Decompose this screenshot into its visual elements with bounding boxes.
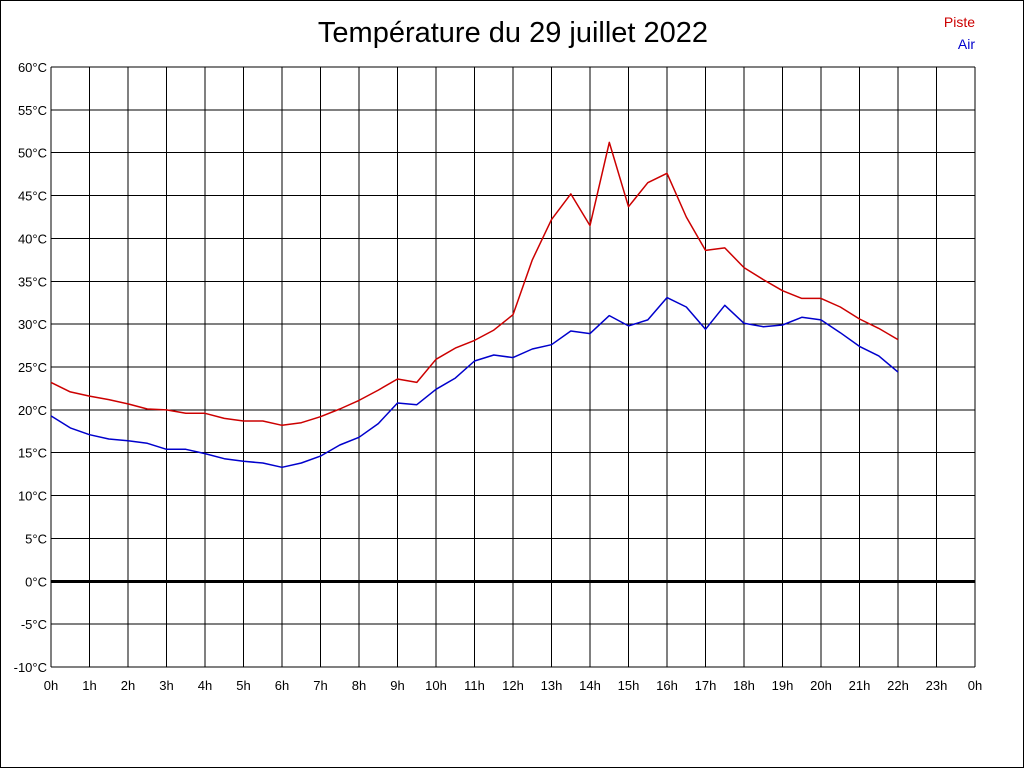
x-tick-label: 11h	[464, 678, 485, 693]
x-tick-label: 8h	[352, 678, 366, 693]
y-tick-label: -10°C	[14, 660, 47, 675]
series-line-piste	[50, 141, 899, 427]
y-tick-label: 5°C	[25, 531, 47, 546]
y-tick-label: 0°C	[25, 574, 47, 589]
x-tick-label: 19h	[772, 678, 794, 693]
chart-title: Température du 29 juillet 2022	[317, 17, 709, 49]
x-tick-label: 23h	[926, 678, 948, 693]
x-tick-label: 12h	[502, 678, 524, 693]
x-tick-label: 7h	[313, 678, 327, 693]
x-tick-label: 2h	[121, 678, 135, 693]
y-tick-label: 30°C	[18, 317, 47, 332]
x-tick-label: 22h	[887, 678, 909, 693]
legend-entry-piste: Piste	[943, 14, 975, 30]
series-line-air	[50, 296, 899, 469]
x-tick-label: 10h	[425, 678, 447, 693]
x-tick-label: 13h	[541, 678, 563, 693]
y-tick-label: -5°C	[21, 617, 47, 632]
x-tick-label: 3h	[159, 678, 173, 693]
x-tick-label: 18h	[733, 678, 755, 693]
y-tick-label: 25°C	[18, 360, 47, 375]
x-tick-label: 21h	[849, 678, 871, 693]
x-tick-label: 9h	[390, 678, 404, 693]
x-tick-label: 15h	[618, 678, 640, 693]
x-tick-label: 20h	[810, 678, 832, 693]
x-tick-label: 5h	[236, 678, 250, 693]
x-tick-label: 4h	[198, 678, 212, 693]
y-tick-label: 15°C	[18, 446, 47, 461]
x-tick-label: 14h	[579, 678, 601, 693]
x-tick-label: 0h	[44, 678, 58, 693]
x-tick-label: 16h	[656, 678, 678, 693]
y-tick-label: 50°C	[18, 146, 47, 161]
y-tick-label: 55°C	[18, 103, 47, 118]
y-tick-label: 60°C	[18, 60, 47, 75]
y-tick-label: 20°C	[18, 403, 47, 418]
x-tick-label: 0h	[968, 678, 982, 693]
y-tick-label: 10°C	[18, 489, 47, 504]
y-tick-label: 45°C	[18, 189, 47, 204]
x-tick-label: 6h	[275, 678, 289, 693]
y-tick-label: 40°C	[18, 231, 47, 246]
x-tick-label: 1h	[82, 678, 96, 693]
legend-entry-air: Air	[957, 36, 975, 52]
x-tick-label: 17h	[695, 678, 717, 693]
y-tick-label: 35°C	[18, 274, 47, 289]
